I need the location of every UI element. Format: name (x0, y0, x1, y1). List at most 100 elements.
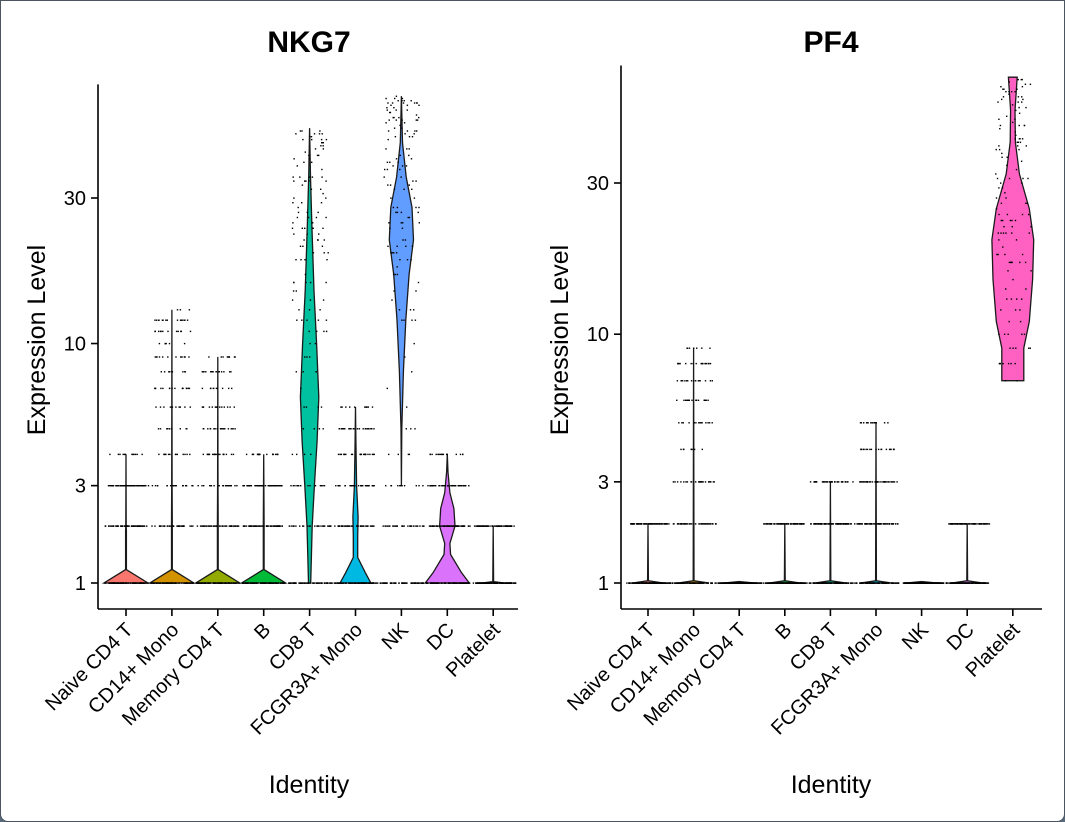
nkg7-x-axis-title: Identity (269, 771, 350, 799)
nkg7-point (431, 525, 433, 527)
nkg7-point (348, 525, 351, 527)
pf4-point (909, 582, 911, 584)
nkg7-point (392, 525, 394, 527)
nkg7-point (215, 406, 217, 408)
pf4-point (957, 582, 960, 584)
nkg7-point (320, 202, 323, 204)
nkg7-point (274, 453, 277, 456)
nkg7-point (221, 525, 223, 527)
nkg7-title: NKG7 (267, 26, 350, 59)
nkg7-point (408, 184, 410, 186)
nkg7-point (115, 485, 117, 487)
nkg7-point (408, 148, 410, 150)
nkg7-violin-nk (388, 96, 415, 486)
nkg7-point (151, 525, 153, 527)
nkg7-point (223, 406, 225, 408)
pf4-point (692, 448, 694, 451)
nkg7-point (278, 485, 280, 487)
nkg7-point (404, 133, 406, 135)
pf4-point (896, 481, 898, 483)
nkg7-point (311, 227, 314, 229)
pf4-point (800, 523, 802, 525)
pf4-point (997, 101, 999, 103)
nkg7-point (450, 485, 452, 487)
pf4-point (690, 448, 693, 451)
nkg7-point (221, 406, 223, 408)
nkg7-point (217, 406, 219, 408)
nkg7-point (199, 582, 201, 584)
nkg7-point (161, 525, 163, 527)
pf4-point (1002, 96, 1005, 98)
pf4-point (1028, 232, 1030, 234)
pf4-point (995, 148, 997, 151)
nkg7-point (316, 154, 319, 157)
nkg7-point (231, 582, 233, 584)
nkg7-point (115, 525, 118, 527)
nkg7-point (157, 428, 160, 430)
nkg7-point (201, 387, 204, 390)
nkg7-point (136, 525, 138, 527)
pf4-point (686, 582, 689, 584)
pf4-point (865, 448, 867, 451)
nkg7-point (123, 525, 125, 527)
pf4-point (742, 582, 745, 584)
nkg7-point (125, 485, 128, 487)
nkg7-point (234, 525, 237, 527)
pf4-point (1008, 320, 1010, 323)
nkg7-point (465, 582, 467, 584)
pf4-point (876, 582, 878, 584)
nkg7-point (227, 428, 230, 430)
nkg7-point (146, 582, 149, 584)
nkg7-point (456, 582, 458, 584)
pf4-point (884, 582, 887, 584)
nkg7-point (276, 582, 279, 584)
pf4-point (665, 582, 667, 584)
nkg7-point (462, 525, 464, 527)
nkg7-point (372, 525, 374, 527)
pf4-point (747, 582, 749, 584)
nkg7-point (329, 582, 331, 584)
pf4-point (1015, 347, 1017, 349)
pf4-point (1008, 261, 1011, 264)
nkg7-point (215, 387, 218, 390)
nkg7-point (325, 138, 328, 141)
pf4-point (830, 523, 832, 525)
pf4-point (844, 481, 847, 483)
nkg7-point (373, 525, 375, 527)
nkg7-point (145, 582, 147, 584)
pf4-point (802, 582, 805, 584)
nkg7-point (223, 453, 225, 456)
nkg7-point (366, 525, 368, 527)
pf4-point (948, 523, 950, 525)
nkg7-point (340, 453, 343, 456)
nkg7-point (293, 525, 295, 527)
nkg7-point (177, 525, 179, 527)
nkg7-point (403, 319, 405, 321)
nkg7-point (126, 525, 129, 527)
pf4-point (1022, 98, 1024, 101)
pf4-point (661, 582, 663, 584)
pf4-point (1009, 347, 1011, 349)
nkg7-point (456, 525, 458, 527)
nkg7-point (261, 485, 264, 487)
nkg7-point (186, 582, 189, 584)
nkg7-point (303, 161, 305, 163)
pf4-point (1017, 101, 1019, 103)
nkg7-point (288, 525, 290, 527)
nkg7-point (222, 525, 224, 527)
nkg7-point (132, 453, 134, 456)
nkg7-points-memory-cd4-t (195, 356, 241, 584)
nkg7-point (188, 387, 191, 390)
nkg7-point (181, 582, 183, 584)
nkg7-point (223, 582, 225, 584)
pf4-point (673, 523, 675, 525)
nkg7-violin-cd8-t (299, 128, 320, 584)
nkg7-point (229, 525, 232, 527)
nkg7-point (233, 582, 235, 584)
nkg7-point (182, 485, 184, 487)
nkg7-point (416, 525, 418, 527)
nkg7-violin-b (239, 454, 288, 584)
pf4-point (1011, 226, 1013, 228)
nkg7-point (394, 273, 396, 276)
nkg7-point (249, 485, 251, 487)
